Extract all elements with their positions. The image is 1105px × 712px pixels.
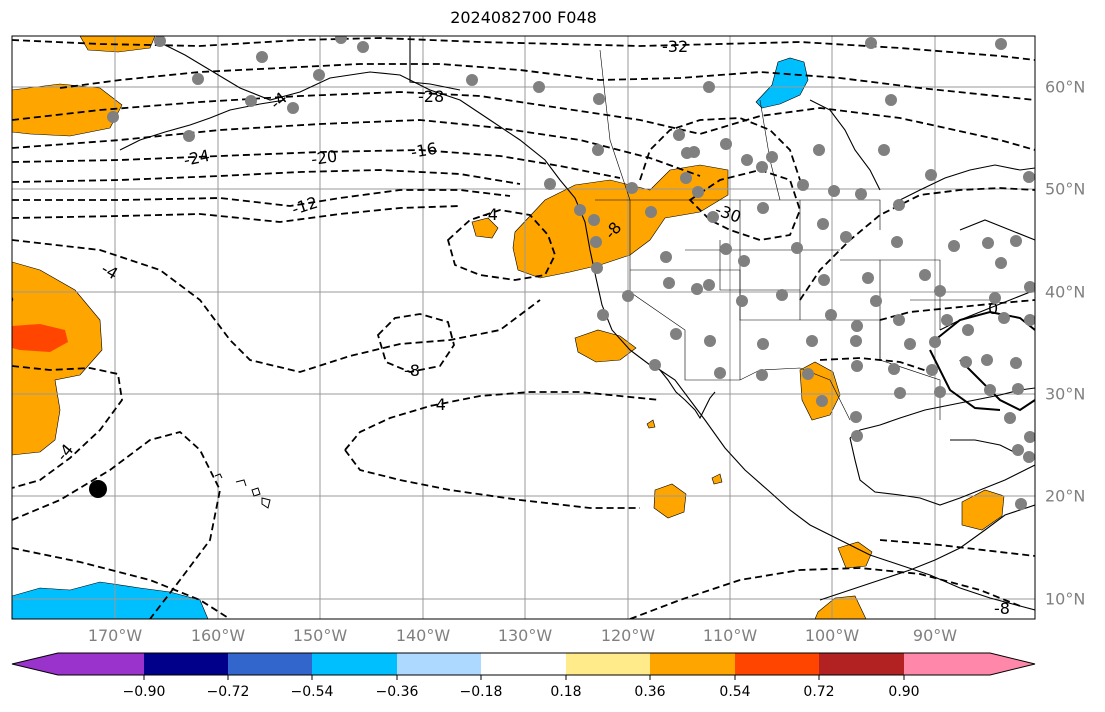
contour-label: 0 (0, 292, 18, 305)
colorbar-segment (144, 653, 228, 675)
colorbar-tick-label: −0.36 (375, 684, 419, 700)
contour-label: -32 (662, 37, 688, 56)
colorbar-tick-label: 0.36 (634, 684, 666, 700)
contour-label: -8 (994, 599, 1010, 618)
colorbar-outline (11, 652, 1036, 676)
colorbar-tick-label: 0.72 (803, 684, 835, 700)
positive-anomaly-regions (12, 36, 1005, 619)
longitude-label: 160°W (190, 626, 246, 645)
longitude-label: 110°W (702, 626, 758, 645)
anomaly-region (471, 217, 499, 239)
contour-label: -4 (482, 205, 498, 224)
contour-label: 0 (988, 299, 998, 318)
colorbar-segment (228, 653, 312, 675)
map-title: 2024082700 F048 (450, 8, 597, 27)
anomaly-region (653, 483, 687, 519)
colorbar-segment (819, 653, 904, 675)
colorbar-segment (735, 653, 819, 675)
colorbar-segment (12, 653, 58, 675)
colorbar-segment (397, 653, 481, 675)
latitude-label: 50°N (1045, 179, 1086, 199)
colorbar-tick-marks (143, 675, 905, 680)
colorbar (11, 652, 1036, 680)
longitude-label: 90°W (912, 626, 958, 645)
anomaly-region (837, 541, 873, 569)
hawaii-islands (214, 473, 271, 509)
contour-label: -8 (404, 361, 420, 380)
colorbar-tick-label: −0.18 (459, 684, 503, 700)
longitude-label: 120°W (600, 626, 656, 645)
anomaly-region (961, 489, 1005, 531)
colorbar-segment (58, 653, 144, 675)
colorbar-segment (566, 653, 650, 675)
station-markers (107, 36, 1035, 510)
colorbar-segment (481, 653, 566, 675)
latitude-label: 30°N (1045, 384, 1086, 404)
latitude-label: 10°N (1045, 589, 1086, 609)
colorbar-segment (650, 653, 735, 675)
latitude-label: 20°N (1045, 486, 1086, 506)
colorbar-segment (312, 653, 397, 675)
colorbar-tick-label: −0.54 (290, 684, 334, 700)
contour-label: -20 (310, 147, 339, 169)
colorbar-tick-label: 0.18 (550, 684, 582, 700)
highlight-marker (89, 480, 107, 498)
colorbar-tick-label: 0.90 (888, 684, 920, 700)
longitude-label: 130°W (497, 626, 553, 645)
contour-lines (12, 37, 1035, 619)
colorbar-segment (990, 653, 1035, 675)
map-frame (11, 35, 1036, 620)
contour-label: -28 (418, 87, 444, 106)
colorbar-segment (904, 653, 990, 675)
longitude-label: 100°W (804, 626, 860, 645)
colorbar-tick-label: 0.54 (719, 684, 751, 700)
graticule (12, 36, 1035, 619)
anomaly-region (646, 419, 656, 429)
map-background (12, 36, 1035, 619)
longitude-label: 170°W (87, 626, 143, 645)
negative-anomaly-regions (12, 57, 809, 619)
longitude-label: 150°W (292, 626, 348, 645)
latitude-label: 60°N (1045, 77, 1086, 97)
contour-label: -4 (430, 395, 446, 414)
colorbar-tick-label: −0.72 (206, 684, 250, 700)
anomaly-region (12, 581, 209, 619)
longitude-label: 140°W (395, 626, 451, 645)
contour-label: -16 (409, 139, 438, 162)
anomaly-region (12, 261, 103, 456)
anomaly-region (512, 164, 729, 279)
latitude-label: 40°N (1045, 282, 1086, 302)
colorbar-tick-label: −0.90 (122, 684, 166, 700)
anomaly-region (711, 473, 723, 485)
strong-anomaly-region (12, 324, 68, 352)
